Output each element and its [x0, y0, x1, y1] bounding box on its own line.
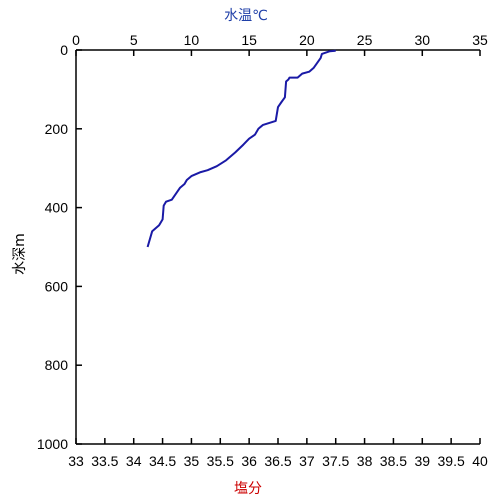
- y-tick-label: 200: [45, 121, 69, 137]
- y-tick-label: 600: [45, 278, 69, 294]
- y-axis-title: 水深m: [12, 233, 28, 275]
- y-axis-ticks: 0 200 400 600 800 1000: [37, 42, 82, 452]
- y-tick-label: 400: [45, 200, 69, 216]
- top-tick-label: 30: [414, 32, 430, 48]
- bottom-tick-label: 35: [184, 453, 200, 469]
- top-tick-label: 15: [241, 32, 257, 48]
- temperature-series-line: [146, 49, 336, 248]
- top-axis-ticks: 0 5 10 15 20 25 30 35: [72, 32, 488, 56]
- y-tick-label: 1000: [37, 436, 68, 452]
- bottom-tick-label: 33: [68, 453, 84, 469]
- bottom-tick-label: 34: [126, 453, 142, 469]
- top-axis-title: 水温℃: [224, 8, 268, 24]
- bottom-axis-title: 塩分: [234, 481, 262, 497]
- bottom-tick-label: 36.5: [264, 453, 291, 469]
- bottom-tick-label: 40: [472, 453, 488, 469]
- y-tick-label: 800: [45, 357, 69, 373]
- bottom-tick-label: 39.5: [438, 453, 465, 469]
- bottom-tick-label: 37: [299, 453, 315, 469]
- top-tick-label: 5: [130, 32, 138, 48]
- bottom-tick-label: 38.5: [380, 453, 407, 469]
- bottom-tick-label: 38: [357, 453, 373, 469]
- top-tick-label: 25: [357, 32, 373, 48]
- bottom-tick-label: 34.5: [149, 453, 176, 469]
- top-tick-label: 10: [184, 32, 200, 48]
- top-tick-label: 35: [472, 32, 488, 48]
- bottom-axis-ticks: 33 33.5 34 34.5 35 35.5 36 36.5 37 37.5 38 38.5 39 39…: [68, 438, 488, 469]
- bottom-tick-label: 36: [241, 453, 257, 469]
- top-tick-label: 20: [299, 32, 315, 48]
- bottom-tick-label: 33.5: [91, 453, 118, 469]
- y-tick-label: 0: [60, 42, 68, 58]
- bottom-tick-label: 37.5: [322, 453, 349, 469]
- bottom-tick-label: 35.5: [207, 453, 234, 469]
- top-tick-label: 0: [72, 32, 80, 48]
- bottom-tick-label: 39: [414, 453, 430, 469]
